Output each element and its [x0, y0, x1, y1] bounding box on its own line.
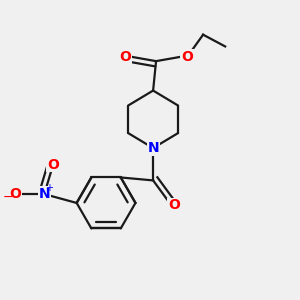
- Text: N: N: [147, 141, 159, 155]
- Text: O: O: [119, 50, 131, 64]
- Text: +: +: [45, 183, 53, 193]
- Text: O: O: [168, 198, 180, 212]
- Text: N: N: [38, 187, 50, 201]
- Text: O: O: [9, 187, 21, 201]
- Text: −: −: [3, 190, 14, 204]
- Text: O: O: [181, 50, 193, 64]
- Text: O: O: [47, 158, 59, 172]
